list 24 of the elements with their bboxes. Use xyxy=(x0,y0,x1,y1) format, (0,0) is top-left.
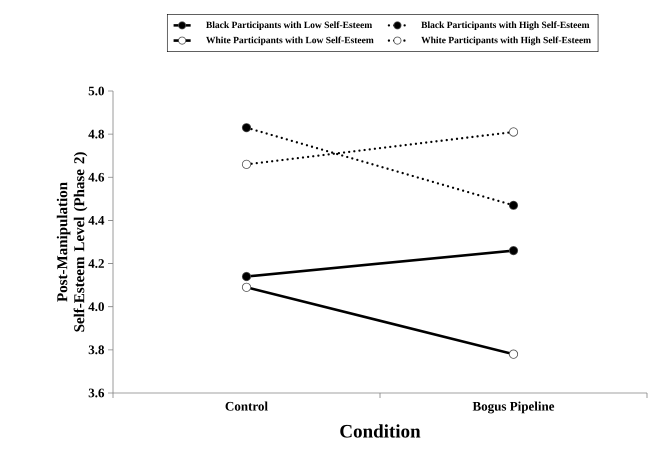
y-tick-label: 3.8 xyxy=(88,345,104,354)
y-tick-label: 4.4 xyxy=(88,216,104,225)
y-tick-label: 4.0 xyxy=(88,302,104,312)
y-tick-label: 3.6 xyxy=(88,388,104,398)
y-tick-label: 4.2 xyxy=(88,259,104,268)
point xyxy=(242,282,252,292)
y-axis-title: Post-Manipulation Self-Esteem Level (Phase 2) xyxy=(56,152,88,332)
point xyxy=(508,200,518,210)
y-tick-label: 4.8 xyxy=(88,130,104,139)
legend-label: White Participants with High Self-Esteem xyxy=(421,36,591,46)
point xyxy=(242,123,252,132)
point xyxy=(242,272,252,282)
y-tick-label: 4.6 xyxy=(88,172,104,182)
x-tick-label: Control xyxy=(226,402,268,411)
legend-label: Black Participants with High Self-Esteem xyxy=(421,21,590,30)
legend-label: White Participants with Low Self-Esteem xyxy=(206,36,374,46)
x-tick-label: Bogus Pipeline xyxy=(472,402,554,414)
point xyxy=(508,350,518,359)
y-tick-label: 5.0 xyxy=(88,86,104,96)
point xyxy=(508,246,518,256)
point xyxy=(242,160,252,169)
point xyxy=(508,127,518,137)
legend-label: Black Participants with Low Self-Esteem xyxy=(206,21,372,30)
x-axis-title: Condition xyxy=(340,424,420,438)
